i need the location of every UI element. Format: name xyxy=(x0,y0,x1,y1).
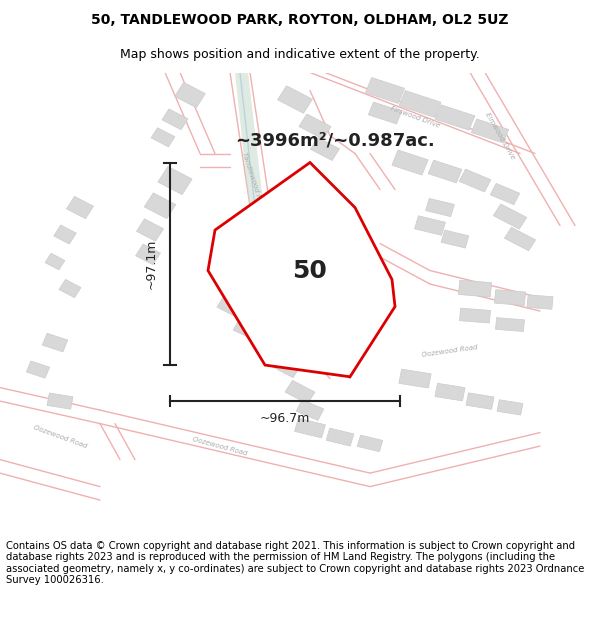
Text: Oozewood Road: Oozewood Road xyxy=(32,424,88,449)
Text: 50, TANDLEWOOD PARK, ROYTON, OLDHAM, OL2 5UZ: 50, TANDLEWOOD PARK, ROYTON, OLDHAM, OL2… xyxy=(91,13,509,28)
Polygon shape xyxy=(505,228,536,251)
Polygon shape xyxy=(162,109,188,130)
Polygon shape xyxy=(460,308,491,323)
Polygon shape xyxy=(310,138,340,161)
Polygon shape xyxy=(392,150,428,175)
Polygon shape xyxy=(323,334,347,352)
Polygon shape xyxy=(415,216,445,236)
Polygon shape xyxy=(144,193,176,219)
Text: Contains OS data © Crown copyright and database right 2021. This information is : Contains OS data © Crown copyright and d… xyxy=(6,541,584,586)
Polygon shape xyxy=(175,82,205,107)
Polygon shape xyxy=(296,400,324,421)
Polygon shape xyxy=(458,280,491,297)
Polygon shape xyxy=(42,333,68,352)
Polygon shape xyxy=(217,296,243,317)
Polygon shape xyxy=(497,400,523,415)
Polygon shape xyxy=(278,86,313,113)
Polygon shape xyxy=(459,169,491,192)
Polygon shape xyxy=(365,78,404,104)
Text: 50: 50 xyxy=(293,259,328,282)
Polygon shape xyxy=(158,166,192,194)
Polygon shape xyxy=(235,72,270,261)
Polygon shape xyxy=(45,253,65,270)
Polygon shape xyxy=(67,196,94,219)
Polygon shape xyxy=(368,102,401,124)
Text: Firswood Drive: Firswood Drive xyxy=(389,106,440,129)
Polygon shape xyxy=(295,418,325,438)
Polygon shape xyxy=(357,435,383,452)
Text: ~96.7m: ~96.7m xyxy=(260,412,310,425)
Text: ~97.1m: ~97.1m xyxy=(145,239,158,289)
Polygon shape xyxy=(59,279,81,298)
Polygon shape xyxy=(471,119,509,143)
Polygon shape xyxy=(307,310,333,330)
Polygon shape xyxy=(285,381,315,404)
Polygon shape xyxy=(208,162,395,377)
Text: Map shows position and indicative extent of the property.: Map shows position and indicative extent… xyxy=(120,48,480,61)
Polygon shape xyxy=(399,369,431,388)
Polygon shape xyxy=(466,393,494,409)
Polygon shape xyxy=(435,383,465,401)
Polygon shape xyxy=(151,127,175,147)
Polygon shape xyxy=(233,319,257,339)
Text: ~3996m²/~0.987ac.: ~3996m²/~0.987ac. xyxy=(235,131,435,149)
Polygon shape xyxy=(435,105,475,130)
Polygon shape xyxy=(425,198,454,217)
Polygon shape xyxy=(269,352,301,377)
Polygon shape xyxy=(47,393,73,409)
Polygon shape xyxy=(527,295,553,309)
Polygon shape xyxy=(399,91,441,118)
Polygon shape xyxy=(26,361,50,378)
Text: Tandlewood Park: Tandlewood Park xyxy=(241,151,265,210)
Polygon shape xyxy=(54,225,76,244)
Text: Elmwood Drive: Elmwood Drive xyxy=(484,111,516,160)
Polygon shape xyxy=(441,230,469,248)
Text: Oozewood Road: Oozewood Road xyxy=(422,344,478,359)
Polygon shape xyxy=(493,204,527,229)
Polygon shape xyxy=(326,428,354,446)
Polygon shape xyxy=(494,289,526,306)
Polygon shape xyxy=(299,114,331,139)
Polygon shape xyxy=(136,244,160,265)
Polygon shape xyxy=(496,318,524,331)
Text: Oozewood Road: Oozewood Road xyxy=(192,436,248,456)
Polygon shape xyxy=(136,219,164,241)
Polygon shape xyxy=(490,183,520,205)
Polygon shape xyxy=(428,160,462,183)
